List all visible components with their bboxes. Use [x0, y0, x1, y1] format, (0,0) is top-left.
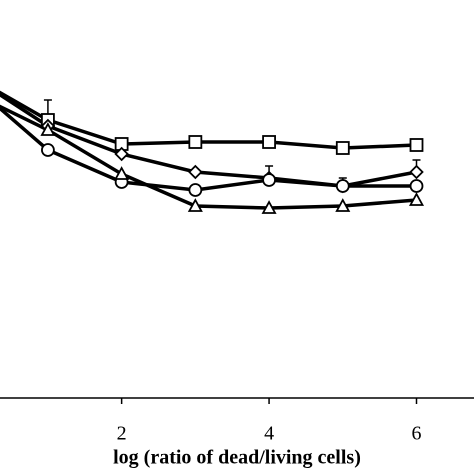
marker [188, 135, 203, 149]
marker [114, 166, 130, 180]
marker [335, 141, 350, 155]
series-line [0, 92, 417, 188]
x-axis-label: log (ratio of dead/living cells) [113, 447, 361, 469]
marker [114, 146, 129, 162]
marker [409, 179, 424, 193]
marker [188, 183, 203, 197]
marker [409, 138, 424, 152]
marker [262, 135, 276, 149]
marker [261, 200, 277, 214]
x-tick-label: 4 [264, 423, 274, 445]
marker [408, 192, 425, 206]
plot-area [0, 90, 425, 214]
marker [40, 122, 56, 136]
x-tick-label: 2 [117, 423, 127, 445]
marker [335, 179, 350, 193]
marker [188, 164, 203, 180]
marker [41, 143, 55, 157]
marker [335, 198, 351, 212]
marker [187, 198, 203, 212]
series-line [0, 104, 417, 210]
x-tick-label: 6 [412, 423, 422, 445]
marker [262, 173, 276, 187]
marker [409, 164, 424, 180]
